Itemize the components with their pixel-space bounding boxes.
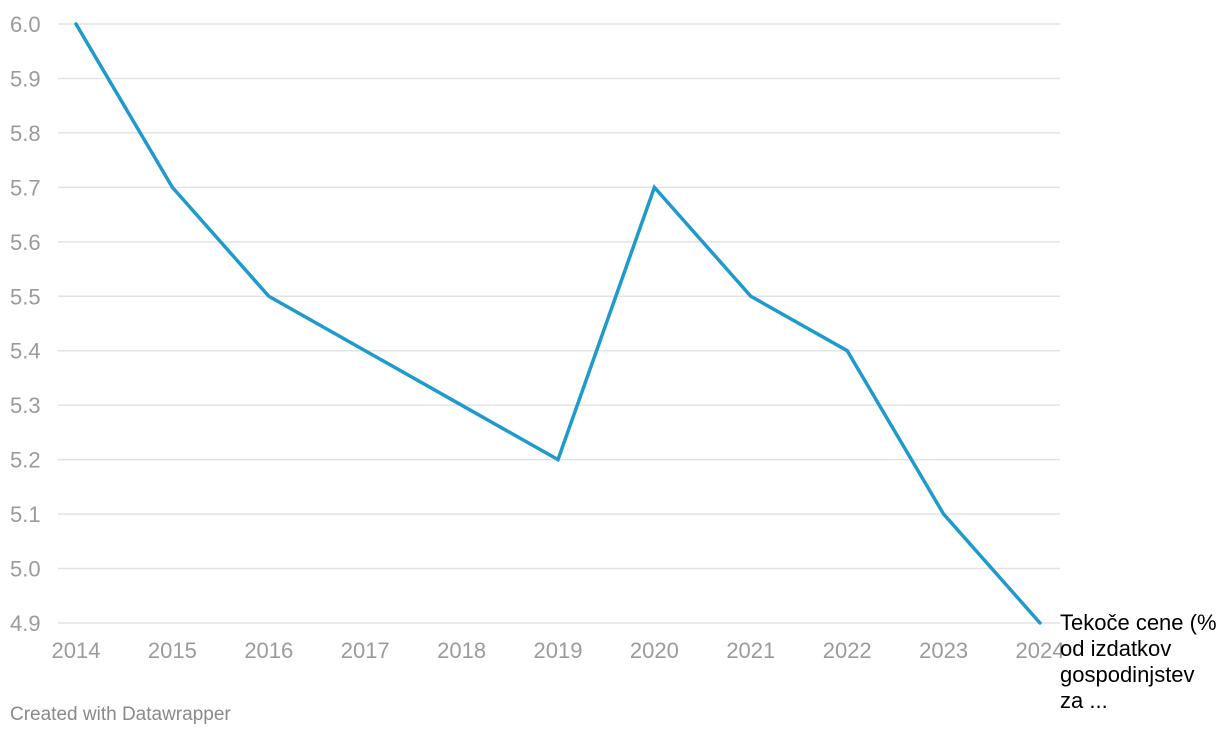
series-line	[74, 22, 1042, 625]
x-axis-tick-labels: 2014 2015 2016 2017 2018 2019 2020 2021 2022 2023…	[52, 638, 1065, 663]
datawrapper-credit[interactable]: Created with Datawrapper	[10, 704, 231, 725]
y-tick-label: 5.9	[10, 66, 41, 91]
x-tick-label: 2019	[534, 638, 583, 663]
grid-lines	[58, 23, 1060, 624]
x-tick-label: 2015	[148, 638, 197, 663]
data-point	[846, 349, 849, 352]
data-point	[267, 295, 270, 298]
x-tick-label: 2016	[244, 638, 293, 663]
y-axis-tick-labels: 6.0 5.9 5.8 5.7 5.6 5.5 5.4 5.3 5.2 5.1 5.0 4.9	[10, 12, 41, 636]
y-tick-label: 6.0	[10, 12, 41, 37]
x-tick-label: 2023	[919, 638, 968, 663]
series-end-label: Tekoče cene (% od izdatkov gospodinjstev…	[1060, 610, 1217, 713]
y-tick-label: 5.2	[10, 448, 41, 473]
y-tick-label: 5.6	[10, 230, 41, 255]
series-lines	[74, 22, 1042, 625]
y-tick-label: 5.4	[10, 339, 41, 364]
data-point	[1038, 621, 1042, 625]
x-tick-label: 2024	[1016, 638, 1065, 663]
y-tick-label: 5.5	[10, 284, 41, 309]
x-tick-label: 2022	[823, 638, 872, 663]
y-tick-label: 4.9	[10, 611, 41, 636]
data-point	[460, 403, 463, 407]
data-point	[653, 186, 656, 189]
data-point	[364, 349, 367, 352]
x-tick-label: 2018	[437, 638, 486, 663]
data-point	[74, 22, 78, 26]
x-tick-label: 2021	[726, 638, 775, 663]
data-point	[749, 295, 752, 298]
x-tick-label: 2014	[52, 638, 101, 663]
y-tick-label: 5.3	[10, 393, 41, 418]
y-tick-label: 5.0	[10, 557, 41, 582]
data-point	[942, 512, 945, 516]
data-point	[171, 186, 174, 189]
y-tick-label: 5.8	[10, 121, 41, 146]
y-tick-label: 5.7	[10, 175, 41, 200]
data-point	[556, 458, 560, 461]
x-tick-label: 2020	[630, 638, 679, 663]
x-tick-label: 2017	[341, 638, 390, 663]
y-tick-label: 5.1	[10, 502, 41, 527]
